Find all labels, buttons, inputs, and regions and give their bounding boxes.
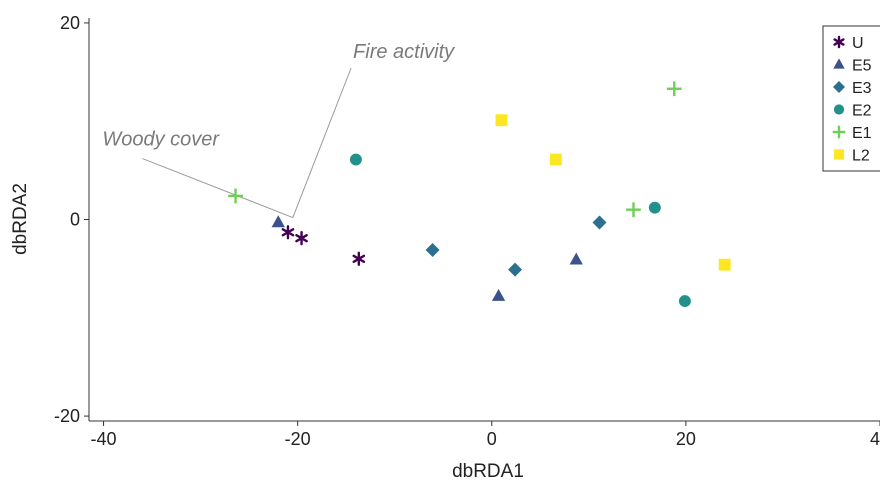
point-l2 bbox=[549, 153, 562, 166]
legend-label-l2: L2 bbox=[852, 148, 870, 165]
x-tick-label: -20 bbox=[285, 429, 311, 449]
point-e5 bbox=[569, 252, 583, 265]
point-e3 bbox=[425, 242, 440, 257]
vector-line bbox=[142, 158, 293, 218]
y-axis-title: dbRDA2 bbox=[10, 183, 31, 255]
y-tick-label: 0 bbox=[70, 210, 80, 230]
y-tick-label: -20 bbox=[54, 406, 80, 426]
point-e1 bbox=[228, 188, 243, 204]
point-u bbox=[352, 251, 366, 266]
point-e3 bbox=[592, 215, 607, 230]
point-l2 bbox=[495, 114, 508, 127]
point-e1 bbox=[626, 202, 641, 218]
vector-line bbox=[292, 67, 352, 218]
legend-marker-u bbox=[833, 35, 845, 49]
point-u bbox=[295, 231, 308, 246]
point-e2 bbox=[648, 201, 661, 214]
legend-label-e1: E1 bbox=[852, 125, 872, 142]
x-tick-label: 20 bbox=[676, 429, 696, 449]
legend-marker-e2 bbox=[833, 104, 845, 115]
legend-label-e3: E3 bbox=[852, 80, 872, 97]
legend-label-e5: E5 bbox=[852, 58, 872, 75]
vector-label: Fire activity bbox=[353, 41, 455, 63]
vector-label: Woody cover bbox=[102, 129, 220, 151]
legend-marker-e3 bbox=[833, 81, 845, 93]
x-tick-label: 40 bbox=[870, 429, 880, 449]
legend-marker-e5 bbox=[833, 58, 845, 69]
biplot-vectors: Woody cover Fire activity bbox=[102, 41, 455, 218]
legend-box bbox=[822, 25, 880, 172]
y-tick-label: 20 bbox=[60, 13, 80, 33]
point-e2 bbox=[678, 295, 691, 308]
legend: U E5 E3 E2 E1 L2 bbox=[822, 25, 880, 172]
legend-label-u: U bbox=[852, 35, 864, 52]
data-points bbox=[228, 81, 731, 308]
point-e1 bbox=[666, 81, 682, 97]
legend-label-e2: E2 bbox=[852, 103, 872, 120]
point-e5 bbox=[491, 289, 506, 301]
x-tick-label: -40 bbox=[91, 429, 117, 449]
asterisk-stroke bbox=[833, 38, 845, 46]
legend-marker-l2 bbox=[833, 149, 845, 160]
asterisk-stroke bbox=[281, 228, 295, 237]
point-u bbox=[281, 225, 295, 240]
asterisk-stroke bbox=[295, 234, 308, 243]
point-e2 bbox=[349, 153, 362, 166]
axes: -40 -20 0 20 40 20 0 -20 bbox=[54, 13, 880, 449]
asterisk-stroke bbox=[352, 254, 366, 263]
legend-marker-e1 bbox=[832, 125, 846, 139]
x-axis-title: dbRDA1 bbox=[452, 461, 524, 482]
x-tick-label: 0 bbox=[487, 429, 497, 449]
point-l2 bbox=[718, 258, 731, 271]
point-e5 bbox=[271, 215, 285, 228]
point-e3 bbox=[508, 262, 523, 277]
